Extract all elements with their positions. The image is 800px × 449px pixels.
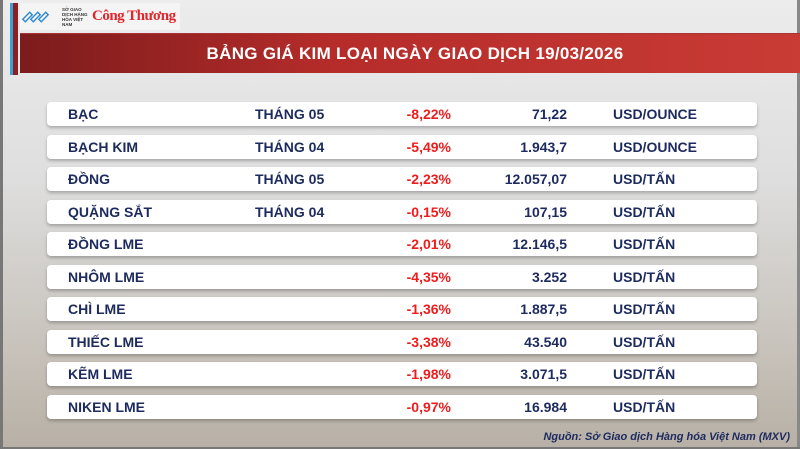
- price-value: 1.943,7: [520, 138, 567, 155]
- price-unit: USD/TẤN: [613, 366, 676, 382]
- change-percent: -0,15%: [406, 203, 451, 220]
- change-percent: -4,35%: [406, 268, 451, 285]
- table-row: BẠC THÁNG 05 -8,22% 71,22 USD/OUNCE: [47, 102, 757, 126]
- table-row: NHÔM LME -4,35% 3.252 USD/TẤN: [47, 264, 757, 289]
- metal-name: CHÌ LME: [68, 301, 126, 317]
- accent-bar: [13, 3, 18, 75]
- table-row: BẠCH KIM THÁNG 04 -5,49% 1.943,7 USD/OUNCE: [47, 134, 757, 159]
- contract-month: THÁNG 05: [255, 106, 325, 122]
- page-title: BẢNG GIÁ KIM LOẠI NGÀY GIAO DỊCH 19/03/2…: [206, 43, 624, 63]
- contract-month: THÁNG 04: [255, 203, 325, 220]
- brand-logo: Công Thương: [92, 8, 176, 24]
- mxv-logo-icon: [21, 9, 58, 25]
- accent-bar: [10, 3, 13, 75]
- price-value: 43.540: [524, 333, 567, 350]
- contract-month: THÁNG 04: [255, 138, 325, 155]
- table-row: QUẶNG SẮT THÁNG 04 -0,15% 107,15 USD/TẤN: [47, 199, 757, 224]
- price-unit: USD/TẤN: [613, 301, 676, 317]
- change-percent: -0,97%: [406, 398, 451, 415]
- price-value: 3.252: [531, 268, 567, 285]
- price-value: 12.146,5: [512, 236, 568, 252]
- price-value: 16.984: [524, 398, 567, 415]
- price-value: 1.887,5: [520, 301, 567, 317]
- metal-name: THIẾC LME: [68, 333, 144, 350]
- change-percent: -1,98%: [406, 366, 451, 382]
- price-unit: USD/TẤN: [613, 203, 676, 220]
- frame-border: [797, 0, 800, 449]
- table-row: CHÌ LME -1,36% 1.887,5 USD/TẤN: [47, 297, 757, 321]
- frame-border: [0, 447, 800, 449]
- change-percent: -5,49%: [406, 138, 451, 155]
- price-unit: USD/TẤN: [613, 268, 676, 285]
- metal-name: KẼM LME: [68, 366, 133, 382]
- logo-area: SỞ GIAO DỊCH HÀNG HÓA VIỆT NAM Công Thươ…: [20, 3, 180, 30]
- price-value: 3.071,5: [520, 366, 567, 382]
- table-row: ĐỒNG LME -2,01% 12.146,5 USD/TẤN: [47, 232, 757, 256]
- table-row: THIẾC LME -3,38% 43.540 USD/TẤN: [47, 329, 757, 354]
- metal-name: BẠC: [68, 106, 99, 122]
- table-row: ĐỒNG THÁNG 05 -2,23% 12.057,07 USD/TẤN: [47, 167, 757, 191]
- table-row: NIKEN LME -0,97% 16.984 USD/TẤN: [47, 394, 757, 419]
- price-unit: USD/TẤN: [613, 171, 676, 187]
- price-value: 12.057,07: [504, 171, 567, 187]
- table-row: KẼM LME -1,98% 3.071,5 USD/TẤN: [47, 362, 757, 386]
- frame-border: [0, 0, 3, 449]
- price-unit: USD/TẤN: [613, 398, 676, 415]
- price-unit: USD/OUNCE: [613, 106, 698, 122]
- metal-name: BẠCH KIM: [68, 138, 138, 155]
- source-note: Nguồn: Sở Giao dịch Hàng hóa Việt Nam (M…: [543, 431, 790, 443]
- title-banner: BẢNG GIÁ KIM LOẠI NGÀY GIAO DỊCH 19/03/2…: [20, 33, 800, 73]
- change-percent: -8,22%: [406, 106, 451, 122]
- price-unit: USD/TẤN: [613, 333, 676, 350]
- metal-name: ĐỒNG: [68, 171, 110, 187]
- metal-name: QUẶNG SẮT: [68, 203, 152, 220]
- price-unit: USD/TẤN: [613, 236, 676, 252]
- metal-name: NIKEN LME: [68, 398, 145, 415]
- change-percent: -2,23%: [406, 171, 451, 187]
- change-percent: -1,36%: [406, 301, 451, 317]
- metal-name: ĐỒNG LME: [68, 236, 144, 252]
- price-value: 107,15: [524, 203, 567, 220]
- change-percent: -3,38%: [406, 333, 451, 350]
- exchange-logo-text: SỞ GIAO DỊCH HÀNG HÓA VIỆT NAM: [62, 6, 88, 27]
- price-unit: USD/OUNCE: [613, 138, 698, 155]
- metal-name: NHÔM LME: [68, 268, 145, 285]
- price-value: 71,22: [531, 106, 567, 122]
- change-percent: -2,01%: [406, 236, 451, 252]
- contract-month: THÁNG 05: [255, 171, 325, 187]
